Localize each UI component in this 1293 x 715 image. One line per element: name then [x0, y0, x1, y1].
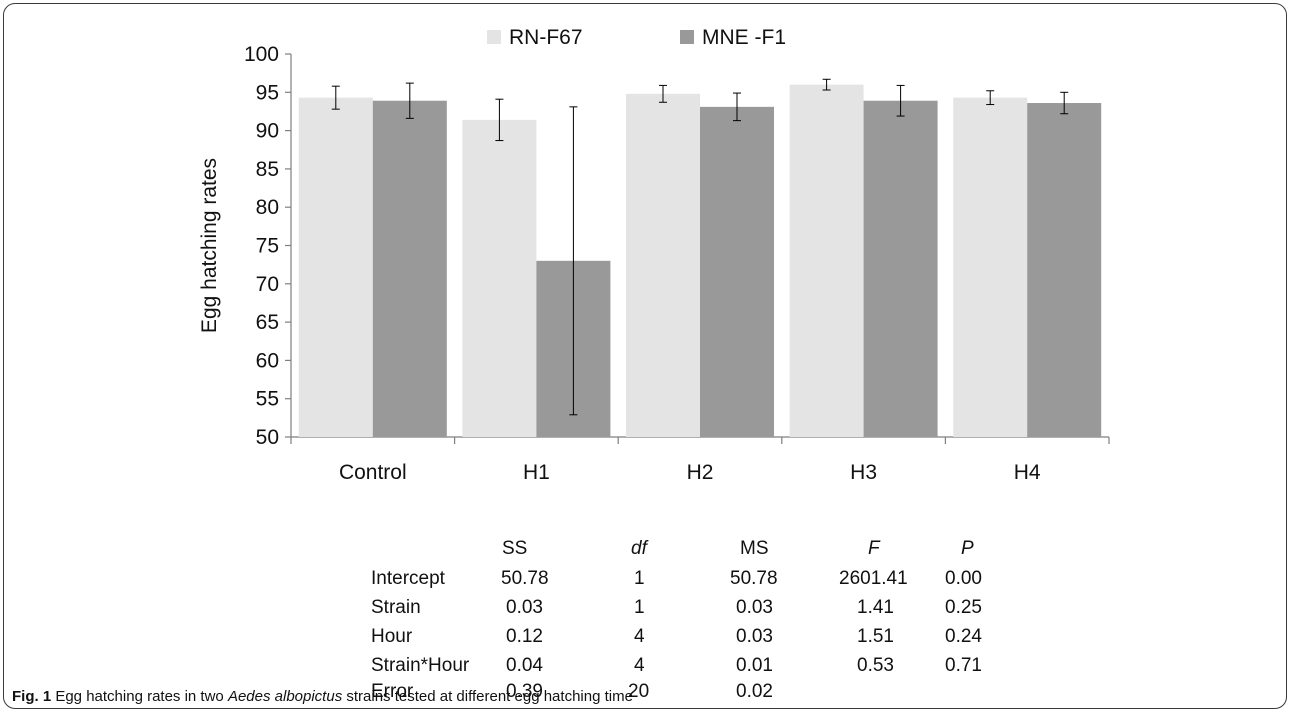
table-cell: 0.03 — [506, 597, 543, 618]
x-tick-label: H2 — [687, 461, 714, 484]
bar-mne-f1 — [863, 100, 938, 437]
bar-mne-f1 — [372, 100, 447, 437]
y-tick-label: 50 — [256, 426, 279, 449]
table-cell: 0.12 — [506, 626, 543, 647]
table-cell: 50.78 — [730, 568, 778, 589]
bar-rn-f67 — [626, 93, 700, 437]
y-tick-label: 90 — [256, 120, 279, 143]
figure-caption: Fig. 1 Egg hatching rates in two Aedes a… — [12, 688, 633, 705]
caption-label: Fig. 1 — [12, 688, 52, 705]
caption-species: Aedes albopictus — [227, 688, 343, 705]
table-cell: 0.39 — [506, 681, 543, 702]
y-axis-label: Egg hatching rates — [198, 158, 221, 333]
table-cell: 0.03 — [736, 626, 773, 647]
bar-rn-f67 — [462, 119, 537, 437]
bar-chart: 50 55 60 65 70 75 80 85 90 95 100 Control H1 H2 H3 H4 Eg… — [198, 26, 1110, 484]
table-row-label: Strain*Hour — [371, 655, 470, 676]
x-tick-label: H4 — [1014, 461, 1041, 484]
y-tick-label: 55 — [256, 388, 279, 411]
table-cell: 0.53 — [857, 655, 894, 676]
y-tick-label: 60 — [256, 349, 279, 372]
legend-label: RN-F67 — [509, 26, 583, 49]
table-cell: 0.03 — [736, 597, 773, 618]
y-tick-label: 80 — [256, 196, 279, 219]
table-cell: 0.01 — [736, 655, 773, 676]
legend-swatch — [487, 30, 501, 44]
y-tick-label: 100 — [244, 43, 279, 66]
table-cell: 0.00 — [945, 568, 982, 589]
table-cell: 0.25 — [945, 597, 982, 618]
bar-mne-f1 — [1027, 103, 1102, 438]
table-cell: 4 — [634, 655, 645, 676]
bar-rn-f67 — [298, 97, 373, 438]
table-header-df: df — [631, 538, 647, 559]
y-tick-label: 75 — [256, 235, 279, 258]
legend-label: MNE -F1 — [702, 26, 786, 49]
table-header-f: F — [868, 538, 880, 559]
caption-text-before: Egg hatching rates in two — [51, 688, 228, 705]
table-cell: 50.78 — [501, 568, 549, 589]
table-row-label: Intercept — [371, 568, 445, 589]
y-tick-label: 65 — [256, 311, 279, 334]
table-header-p: P — [961, 538, 974, 559]
table-cell: 0.71 — [945, 655, 982, 676]
table-cell: 2601.41 — [839, 568, 908, 589]
table-cell: 0.24 — [945, 626, 982, 647]
y-tick-label: 95 — [256, 81, 279, 104]
x-tick-label: H3 — [850, 461, 877, 484]
table-row-label: Strain — [371, 597, 421, 618]
table-cell: 4 — [634, 626, 645, 647]
table-cell: 20 — [628, 681, 650, 702]
table-cell: 0.04 — [506, 655, 543, 676]
x-tick-label: H1 — [523, 461, 550, 484]
x-tick-label: Control — [339, 461, 407, 484]
table-cell: 1 — [634, 597, 645, 618]
table-row-label: Hour — [371, 626, 413, 647]
table-cell: 0.02 — [736, 681, 773, 702]
table-cell: 1 — [634, 568, 645, 589]
bar-mne-f1 — [700, 106, 774, 437]
table-row-label: Error — [371, 681, 414, 702]
table-cell: 1.41 — [857, 597, 894, 618]
y-tick-label: 85 — [256, 158, 279, 181]
table-cell: 1.51 — [857, 626, 894, 647]
legend-swatch — [680, 30, 694, 44]
table-header-ms: MS — [740, 538, 769, 559]
bar-rn-f67 — [953, 97, 1028, 438]
bar-rn-f67 — [789, 84, 864, 437]
table-header-ss: SS — [502, 538, 528, 559]
y-tick-label: 70 — [256, 273, 279, 296]
caption-text-after: strains tested at different egg hatching… — [342, 688, 633, 705]
